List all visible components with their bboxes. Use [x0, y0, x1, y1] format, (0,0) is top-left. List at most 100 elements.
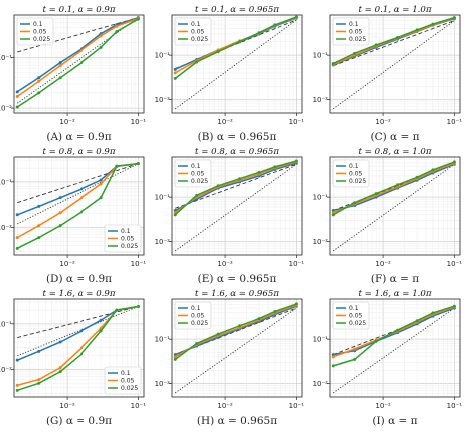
data-point	[99, 182, 103, 186]
data-point	[115, 308, 119, 312]
plot-frame	[329, 156, 461, 256]
legend: 0.10.050.025	[174, 17, 212, 46]
data-point	[58, 63, 62, 67]
y-tick-label: 10⁻¹	[313, 336, 329, 344]
legend-entry: 0.05	[121, 236, 135, 243]
data-point	[136, 304, 140, 308]
reference-line-dotted	[174, 163, 297, 252]
y-tick-label: 10⁻²	[313, 380, 329, 388]
data-point	[80, 346, 84, 350]
legend-entry: 0.025	[349, 36, 366, 43]
data-point	[115, 29, 119, 33]
legend-entry: 0.1	[349, 305, 359, 312]
chart-panel-5: 10⁻² 10⁻¹ 10⁻² 10⁻¹ t = 0.8, α = 1.0π 0.10.05…	[313, 147, 463, 285]
data-point	[431, 22, 435, 26]
data-point	[195, 341, 199, 345]
data-point	[273, 23, 277, 27]
data-point	[37, 76, 41, 80]
data-point	[173, 355, 177, 359]
reference-line-dotted	[175, 307, 297, 394]
reference-line-dashed	[333, 307, 455, 355]
data-point	[15, 358, 19, 362]
x-tick-label: 10⁻²	[217, 260, 233, 268]
x-tick-label: 10⁻¹	[289, 118, 305, 126]
x-tick-label: 10⁻¹	[289, 402, 305, 410]
data-point	[136, 162, 140, 166]
legend-entry: 0.1	[121, 370, 131, 377]
data-point	[173, 76, 177, 80]
data-point	[80, 61, 84, 65]
y-tick-label: 10⁻²	[313, 238, 329, 246]
data-point	[80, 187, 84, 191]
chart-panel-6: 10⁻² 10⁻¹ 10⁻² 10⁻¹ t = 1.6, α = 0.9π 0.10.05…	[0, 289, 146, 427]
y-tick-label: 10⁻¹	[155, 52, 171, 60]
legend-entry: 0.025	[349, 178, 366, 185]
data-point	[353, 347, 357, 351]
data-point	[99, 178, 103, 182]
chart-panel-0: 10⁻² 10⁻¹ 10⁻² 10⁻¹ t = 0.1, α = 0.9π 0.10.05…	[0, 5, 146, 143]
y-tick-label: 10⁻²	[0, 366, 12, 374]
data-point	[37, 79, 41, 83]
data-point	[58, 76, 62, 80]
data-point	[37, 378, 41, 382]
data-point	[452, 304, 456, 308]
data-point	[216, 184, 220, 188]
legend-entry: 0.1	[191, 305, 201, 312]
data-point	[331, 61, 335, 65]
x-tick-label: 10⁻²	[375, 260, 391, 268]
data-point	[415, 28, 419, 32]
legend-entry: 0.025	[191, 320, 208, 327]
plot-frame	[329, 298, 461, 398]
data-point	[37, 349, 41, 353]
data-point	[415, 319, 419, 323]
reference-line-dotted	[17, 163, 139, 225]
data-point	[331, 355, 335, 359]
y-tick-label: 10⁻¹	[0, 178, 12, 186]
panel-caption: (A) α = 0.9π	[46, 131, 111, 143]
data-point	[374, 192, 378, 196]
chart-title: t = 0.8, α = 0.9π	[42, 147, 115, 157]
panel-caption: (F) α = π	[371, 273, 419, 285]
data-point	[195, 60, 199, 64]
data-point	[15, 90, 19, 94]
data-point	[15, 388, 19, 392]
data-point	[374, 339, 378, 343]
legend-entry: 0.025	[33, 36, 50, 43]
legend: 0.10.050.025	[104, 366, 142, 395]
y-tick-label: 10⁻²	[0, 105, 12, 113]
panel-caption: (D) α = 0.9π	[46, 273, 112, 285]
data-point	[15, 236, 19, 240]
chart-title: t = 0.1, α = 1.0π	[358, 5, 431, 15]
plot-frame	[13, 14, 145, 114]
series-line-0.1	[17, 162, 139, 216]
data-point	[353, 357, 357, 361]
panel-caption: (E) α = 0.965π	[198, 273, 277, 285]
y-tick-label: 10⁻¹	[0, 320, 12, 328]
panel-caption: (G) α = 0.9π	[46, 415, 112, 427]
plot-frame	[171, 298, 303, 398]
data-point	[195, 193, 199, 197]
data-point	[15, 105, 19, 109]
y-tick-label: 10⁻¹	[313, 52, 329, 60]
reference-line-dotted	[17, 306, 139, 357]
y-tick-label: 10⁻²	[155, 96, 171, 104]
legend-entry: 0.05	[349, 171, 363, 178]
data-point	[80, 196, 84, 200]
chart-title: t = 1.6, α = 0.965π	[195, 289, 279, 299]
chart-title: t = 0.8, α = 0.965π	[195, 147, 279, 157]
plot-frame	[171, 14, 303, 114]
data-point	[173, 213, 177, 217]
data-point	[99, 34, 103, 38]
x-tick-label: 10⁻¹	[131, 260, 147, 268]
chart-panel-2: 10⁻² 10⁻¹ 10⁻² 10⁻¹ t = 0.1, α = 1.0π 0.10.05…	[313, 5, 463, 143]
data-point	[374, 43, 378, 47]
data-point	[99, 318, 103, 322]
data-point	[99, 45, 103, 49]
data-point	[58, 61, 62, 65]
reference-line-dashed	[175, 163, 297, 209]
chart-title: t = 1.6, α = 1.0π	[358, 289, 431, 299]
legend-entry: 0.1	[121, 228, 131, 235]
data-point	[238, 40, 242, 44]
legend-entry: 0.1	[349, 21, 359, 28]
